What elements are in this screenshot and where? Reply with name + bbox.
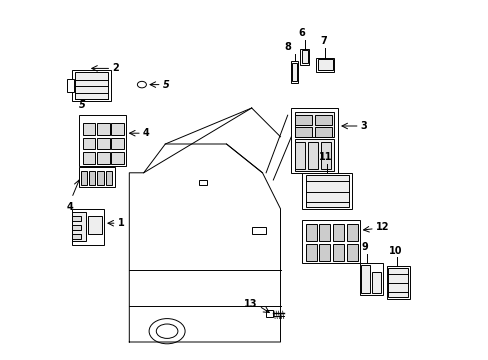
- FancyBboxPatch shape: [82, 152, 95, 164]
- FancyBboxPatch shape: [302, 50, 307, 63]
- FancyBboxPatch shape: [291, 61, 297, 83]
- FancyBboxPatch shape: [305, 175, 348, 207]
- FancyBboxPatch shape: [72, 225, 81, 230]
- Text: 5: 5: [79, 100, 85, 110]
- FancyBboxPatch shape: [97, 123, 109, 135]
- FancyBboxPatch shape: [105, 171, 112, 185]
- Bar: [251, 227, 265, 234]
- FancyBboxPatch shape: [294, 127, 311, 137]
- FancyBboxPatch shape: [346, 224, 357, 241]
- Text: 8: 8: [284, 42, 290, 52]
- Text: 4: 4: [66, 202, 73, 212]
- FancyBboxPatch shape: [82, 138, 95, 149]
- FancyBboxPatch shape: [72, 70, 111, 101]
- FancyBboxPatch shape: [67, 79, 74, 92]
- FancyBboxPatch shape: [89, 171, 95, 185]
- Text: 2: 2: [112, 63, 119, 73]
- FancyBboxPatch shape: [72, 212, 86, 241]
- FancyBboxPatch shape: [81, 171, 87, 185]
- Text: 6: 6: [298, 28, 305, 38]
- FancyBboxPatch shape: [305, 224, 316, 241]
- Text: 13: 13: [243, 299, 257, 309]
- FancyBboxPatch shape: [72, 234, 81, 239]
- Ellipse shape: [156, 324, 178, 338]
- FancyBboxPatch shape: [75, 72, 107, 99]
- Text: 7: 7: [320, 36, 326, 46]
- FancyBboxPatch shape: [292, 63, 296, 81]
- FancyBboxPatch shape: [294, 112, 334, 137]
- FancyBboxPatch shape: [314, 127, 331, 137]
- FancyBboxPatch shape: [111, 138, 123, 149]
- FancyBboxPatch shape: [319, 224, 329, 241]
- FancyBboxPatch shape: [82, 123, 95, 135]
- FancyBboxPatch shape: [294, 142, 305, 169]
- FancyBboxPatch shape: [291, 108, 337, 173]
- FancyBboxPatch shape: [72, 209, 104, 245]
- FancyBboxPatch shape: [371, 272, 381, 293]
- FancyBboxPatch shape: [361, 265, 370, 293]
- FancyBboxPatch shape: [265, 310, 272, 317]
- Text: 10: 10: [388, 246, 402, 256]
- FancyBboxPatch shape: [359, 263, 382, 295]
- FancyBboxPatch shape: [79, 167, 115, 187]
- FancyBboxPatch shape: [97, 138, 109, 149]
- FancyBboxPatch shape: [318, 59, 332, 70]
- FancyBboxPatch shape: [346, 244, 357, 261]
- FancyBboxPatch shape: [387, 268, 407, 297]
- FancyBboxPatch shape: [111, 123, 123, 135]
- FancyBboxPatch shape: [72, 216, 81, 221]
- FancyBboxPatch shape: [316, 58, 334, 72]
- FancyBboxPatch shape: [111, 152, 123, 164]
- Text: 12: 12: [375, 222, 388, 232]
- FancyBboxPatch shape: [294, 139, 334, 171]
- Text: 1: 1: [118, 218, 124, 228]
- Bar: [199, 180, 206, 185]
- FancyBboxPatch shape: [79, 115, 125, 166]
- FancyBboxPatch shape: [314, 115, 331, 125]
- FancyBboxPatch shape: [97, 152, 109, 164]
- FancyBboxPatch shape: [305, 244, 316, 261]
- FancyBboxPatch shape: [332, 244, 343, 261]
- FancyBboxPatch shape: [97, 171, 103, 185]
- Text: 3: 3: [360, 121, 367, 131]
- FancyBboxPatch shape: [300, 49, 309, 65]
- FancyBboxPatch shape: [386, 266, 409, 299]
- FancyBboxPatch shape: [319, 244, 329, 261]
- Text: 11: 11: [318, 152, 331, 162]
- FancyBboxPatch shape: [88, 216, 102, 234]
- FancyBboxPatch shape: [332, 224, 343, 241]
- FancyBboxPatch shape: [302, 173, 352, 209]
- Text: 4: 4: [142, 128, 149, 138]
- FancyBboxPatch shape: [320, 142, 330, 169]
- Ellipse shape: [149, 319, 185, 344]
- FancyBboxPatch shape: [294, 115, 311, 125]
- Text: 5: 5: [163, 80, 169, 90]
- Ellipse shape: [137, 81, 146, 88]
- Text: 9: 9: [361, 242, 368, 252]
- FancyBboxPatch shape: [302, 220, 359, 263]
- FancyBboxPatch shape: [307, 142, 317, 169]
